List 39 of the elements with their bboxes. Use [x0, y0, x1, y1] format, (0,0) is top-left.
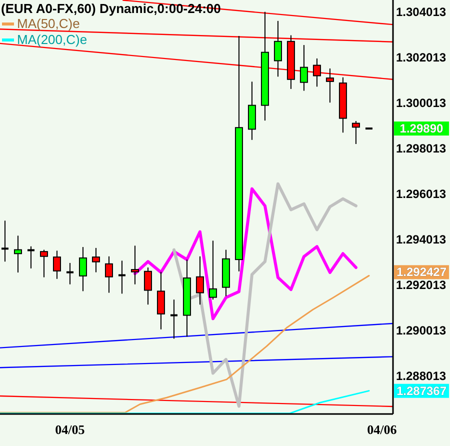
x-tick-label: 04/05	[55, 422, 86, 437]
candlestick	[196, 256, 204, 306]
candlestick	[118, 260, 126, 294]
y-tick-label: 1.298013	[396, 142, 446, 156]
line-series	[133, 187, 358, 320]
candlestick	[274, 20, 282, 78]
y-tick-label: 1.302013	[396, 50, 446, 65]
candlestick	[27, 246, 34, 269]
y-tick-label: 1.304013	[396, 5, 446, 20]
text: 1.292427	[396, 265, 447, 280]
chart-title: (EUR A0-FX,60) Dynamic,0:00-24:00	[1, 1, 221, 16]
legend-label: MA(200,C)e	[17, 32, 88, 47]
text: 1.287367	[396, 384, 447, 398]
candlestick	[156, 271, 165, 330]
candlestick	[78, 246, 87, 292]
y-tick-label: 1.288013	[396, 369, 446, 384]
y-tick-label: 1.300013	[396, 96, 446, 110]
text: 1.29890	[400, 122, 444, 136]
candlestick	[352, 120, 360, 144]
candlestick	[66, 262, 74, 285]
y-tick-label: 1.292013	[396, 278, 446, 292]
candlestick	[52, 250, 61, 280]
candlestick	[144, 267, 152, 306]
line-series	[172, 182, 358, 408]
candlestick	[300, 44, 308, 92]
candlestick	[248, 81, 256, 140]
y-tick-label: 1.290013	[396, 324, 446, 338]
candlestick	[40, 249, 48, 278]
candlestick	[14, 235, 22, 274]
candlestick	[130, 245, 139, 285]
y-tick-label: 1.294013	[396, 232, 446, 247]
candlestick	[208, 240, 217, 300]
candlestick	[170, 299, 178, 340]
x-tick-label: 04/06	[367, 422, 398, 437]
legend-label: MA(50,C)e	[17, 16, 80, 31]
y-tick-label: 1.296013	[396, 187, 446, 202]
candlestick	[104, 256, 113, 294]
candlestick	[1, 220, 8, 262]
candlestick	[92, 247, 100, 273]
